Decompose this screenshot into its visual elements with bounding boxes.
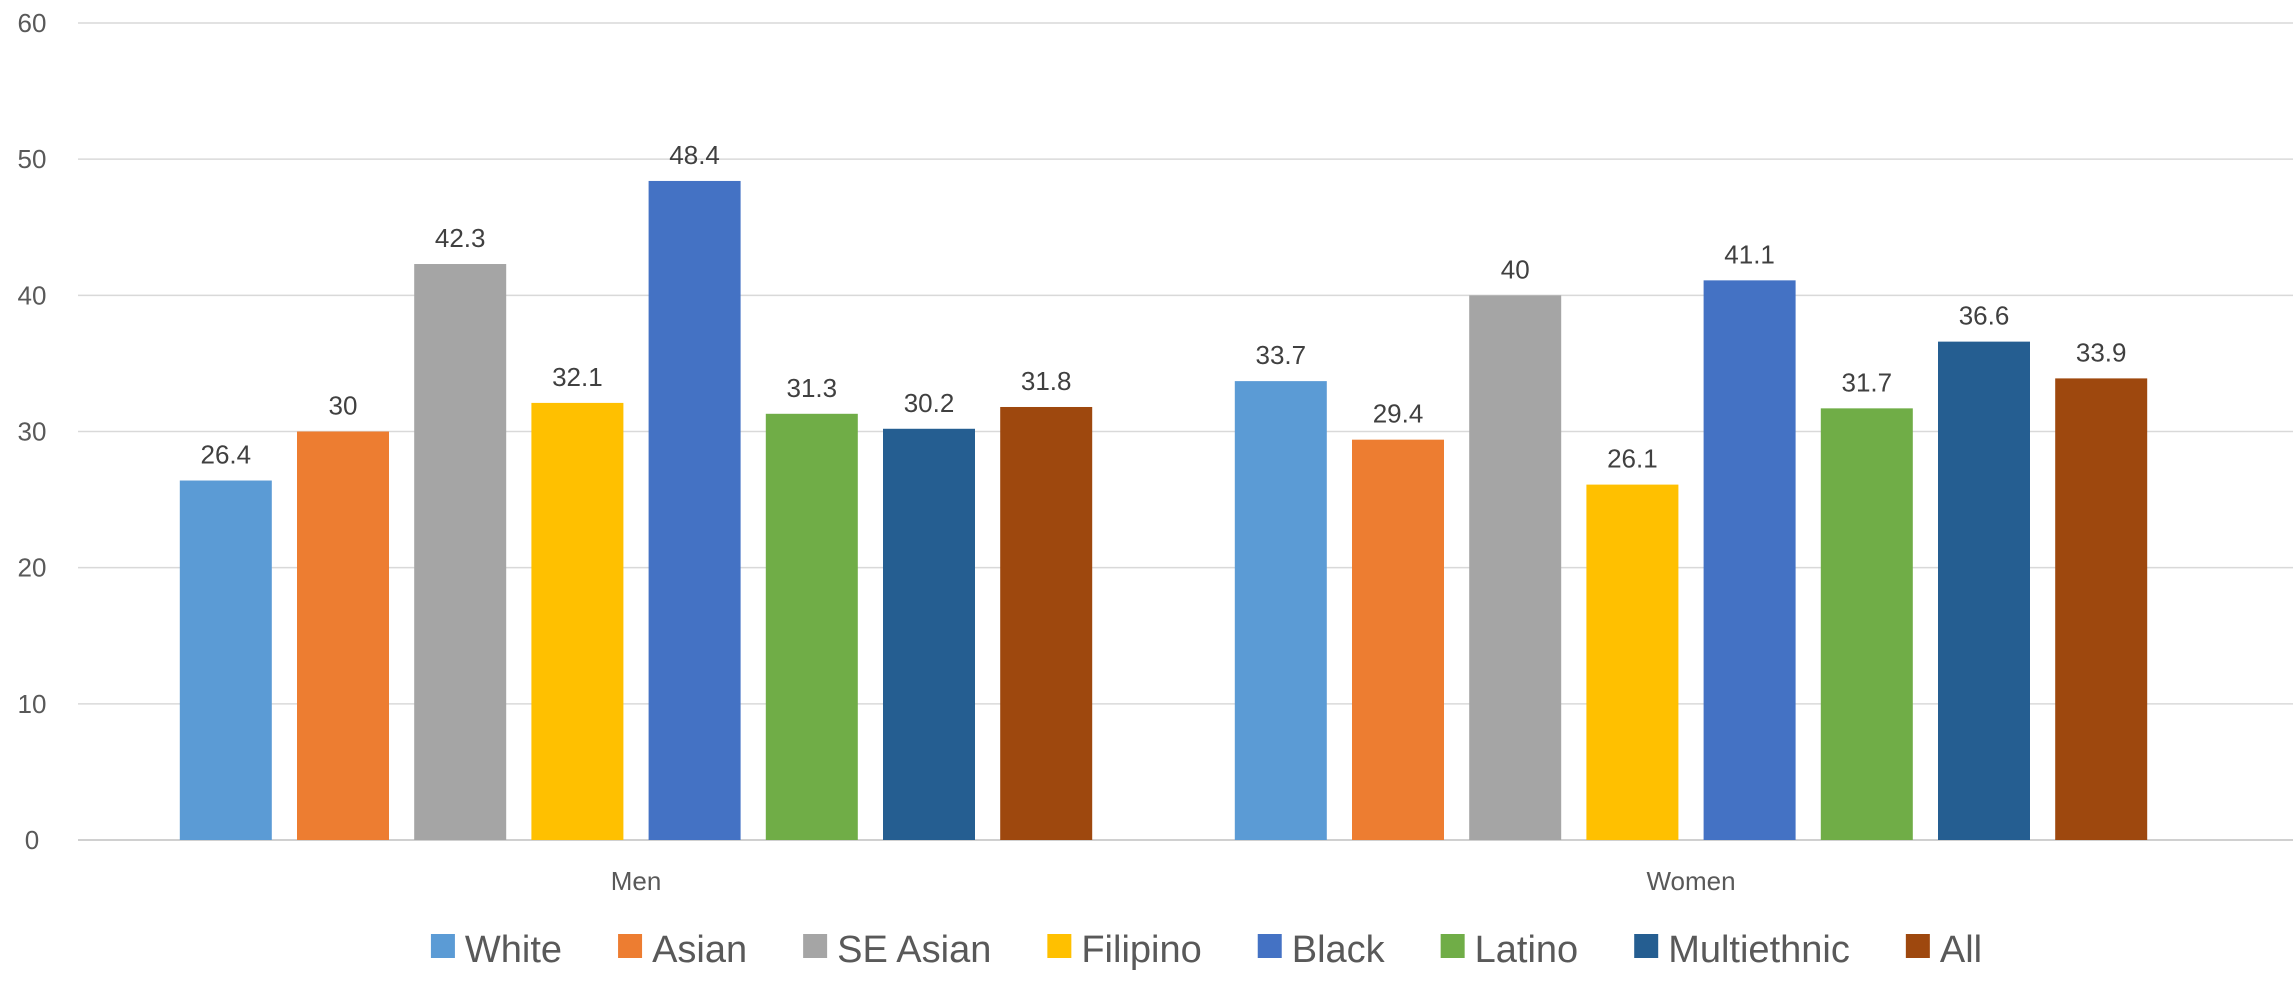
legend-label: Filipino — [1081, 929, 1201, 971]
data-label: 31.7 — [1841, 367, 1892, 397]
legend-label: Latino — [1475, 929, 1579, 971]
data-label: 40 — [1501, 254, 1530, 284]
legend-swatch — [1047, 934, 1072, 958]
bar-black-women — [1703, 280, 1796, 841]
bar-white-men — [179, 480, 272, 840]
legend-item-all: All — [1905, 929, 1982, 971]
data-label: 33.7 — [1255, 340, 1306, 370]
bar-black-men — [648, 180, 741, 840]
data-label: 33.9 — [2076, 337, 2127, 367]
bar-filipino-women — [1586, 484, 1679, 840]
bar-asian-men — [297, 431, 389, 840]
legend-label: White — [465, 929, 562, 971]
legend-label: Black — [1292, 929, 1386, 971]
bar-se-asian-women — [1469, 295, 1562, 840]
data-label: 41.1 — [1724, 239, 1775, 269]
legend-swatch — [1634, 934, 1659, 958]
bar-latino-men — [765, 413, 858, 840]
x-axis-categories: Men Women — [611, 866, 1736, 896]
data-label: 30 — [329, 391, 358, 421]
bar-filipino-men — [531, 402, 624, 840]
data-label: 42.3 — [435, 223, 486, 253]
data-label: 31.8 — [1021, 366, 1072, 396]
legend-label: Multiethnic — [1668, 929, 1850, 971]
bar-all-men — [1000, 406, 1093, 840]
legend-swatch — [803, 934, 828, 958]
bar-se-asian-men — [414, 264, 507, 840]
data-label: 26.1 — [1607, 444, 1658, 474]
bar-all-women — [2055, 378, 2148, 840]
legend-swatch — [618, 934, 643, 958]
bar-asian-women — [1352, 439, 1444, 840]
legend-item-black: Black — [1257, 929, 1386, 971]
legend-item-multiethnic: Multiethnic — [1634, 929, 1850, 971]
y-tick-label: 20 — [18, 553, 47, 583]
bar-multiethnic-women — [1938, 341, 2030, 840]
legend-swatch — [1440, 934, 1465, 958]
legend-swatch — [430, 934, 455, 958]
y-tick-label: 10 — [18, 689, 47, 719]
legend-swatch — [1905, 934, 1930, 958]
x-category-label: Women — [1646, 866, 1735, 896]
legend-item-se-asian: SE Asian — [803, 929, 991, 971]
legend-item-filipino: Filipino — [1047, 929, 1202, 971]
data-label: 26.4 — [200, 440, 251, 470]
legend-label: All — [1940, 929, 1982, 971]
data-label: 32.1 — [552, 362, 603, 392]
bar-white-women — [1234, 381, 1327, 840]
y-tick-label: 30 — [18, 417, 47, 447]
data-label: 36.6 — [1959, 301, 2010, 331]
bar-latino-women — [1820, 408, 1913, 840]
y-tick-label: 50 — [18, 144, 47, 174]
legend-label: SE Asian — [837, 929, 991, 971]
data-labels: 26.4 30 42.3 32.1 48.4 31.3 30.2 31.8 33.7 29.4 40… — [200, 140, 2126, 474]
data-label: 48.4 — [669, 140, 720, 170]
data-label: 31.3 — [786, 373, 837, 403]
x-category-label: Men — [611, 866, 662, 896]
legend-label: Asian — [652, 929, 747, 971]
y-tick-label: 0 — [25, 825, 39, 855]
legend-swatch — [1257, 934, 1282, 958]
y-tick-label: 60 — [18, 8, 47, 38]
data-label: 30.2 — [904, 388, 955, 418]
y-tick-label: 40 — [18, 280, 47, 310]
legend: White Asian SE Asian Filipino Black Latino Mul… — [430, 929, 1982, 971]
bar-multiethnic-men — [883, 428, 975, 840]
legend-item-white: White — [430, 929, 562, 971]
legend-item-asian: Asian — [618, 929, 747, 971]
data-label: 29.4 — [1373, 399, 1424, 429]
y-axis-ticks: 0 10 20 30 40 50 60 — [18, 8, 47, 855]
bars — [179, 180, 2148, 841]
legend-item-latino: Latino — [1440, 929, 1579, 971]
